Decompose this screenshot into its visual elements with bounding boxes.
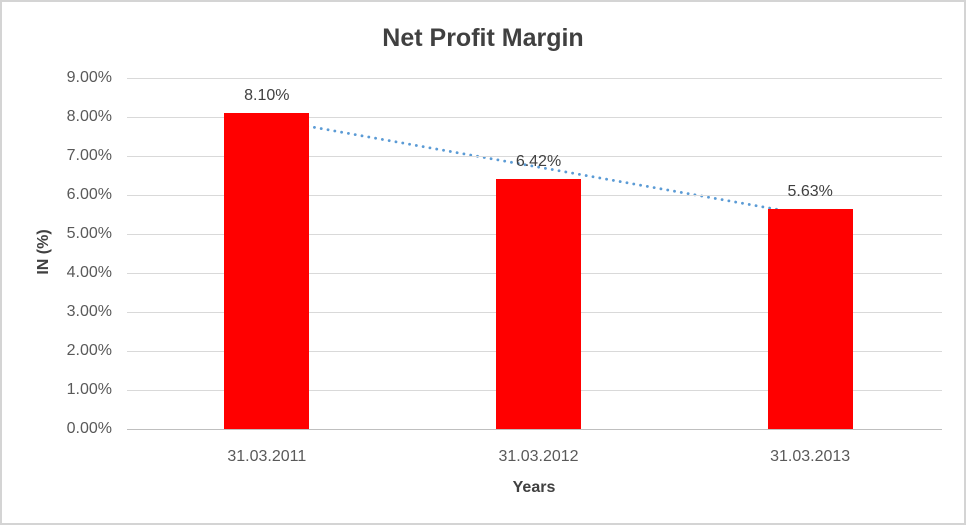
bar-data-label: 5.63% (787, 183, 833, 201)
y-tick-label: 3.00% (66, 303, 112, 320)
y-tick-label: 2.00% (66, 342, 112, 359)
x-tick-label: 31.03.2012 (498, 448, 579, 465)
bar (496, 178, 581, 429)
gridline (127, 116, 942, 118)
x-axis-title: Years (512, 479, 556, 496)
bar-data-label: 6.42% (515, 152, 562, 170)
y-tick-label: 1.00% (66, 381, 112, 398)
x-tick-label: 31.03.2011 (227, 448, 307, 465)
x-tick-label: 31.03.2013 (770, 448, 851, 465)
y-tick-label: 8.00% (66, 108, 112, 125)
chart-title: Net Profit Margin (382, 24, 584, 52)
bar-data-label: 8.10% (244, 87, 290, 105)
y-tick-label: 6.00% (66, 186, 112, 203)
y-tick-label: 7.00% (66, 147, 112, 164)
gridline (127, 155, 942, 157)
y-tick-label: 9.00% (66, 69, 112, 86)
y-tick-label: 0.00% (66, 420, 112, 437)
y-tick-label: 4.00% (66, 264, 112, 281)
gridline (127, 77, 942, 79)
x-axis-line (127, 428, 942, 430)
bar (224, 113, 310, 429)
bar (767, 209, 853, 429)
y-tick-label: 5.00% (66, 225, 112, 242)
